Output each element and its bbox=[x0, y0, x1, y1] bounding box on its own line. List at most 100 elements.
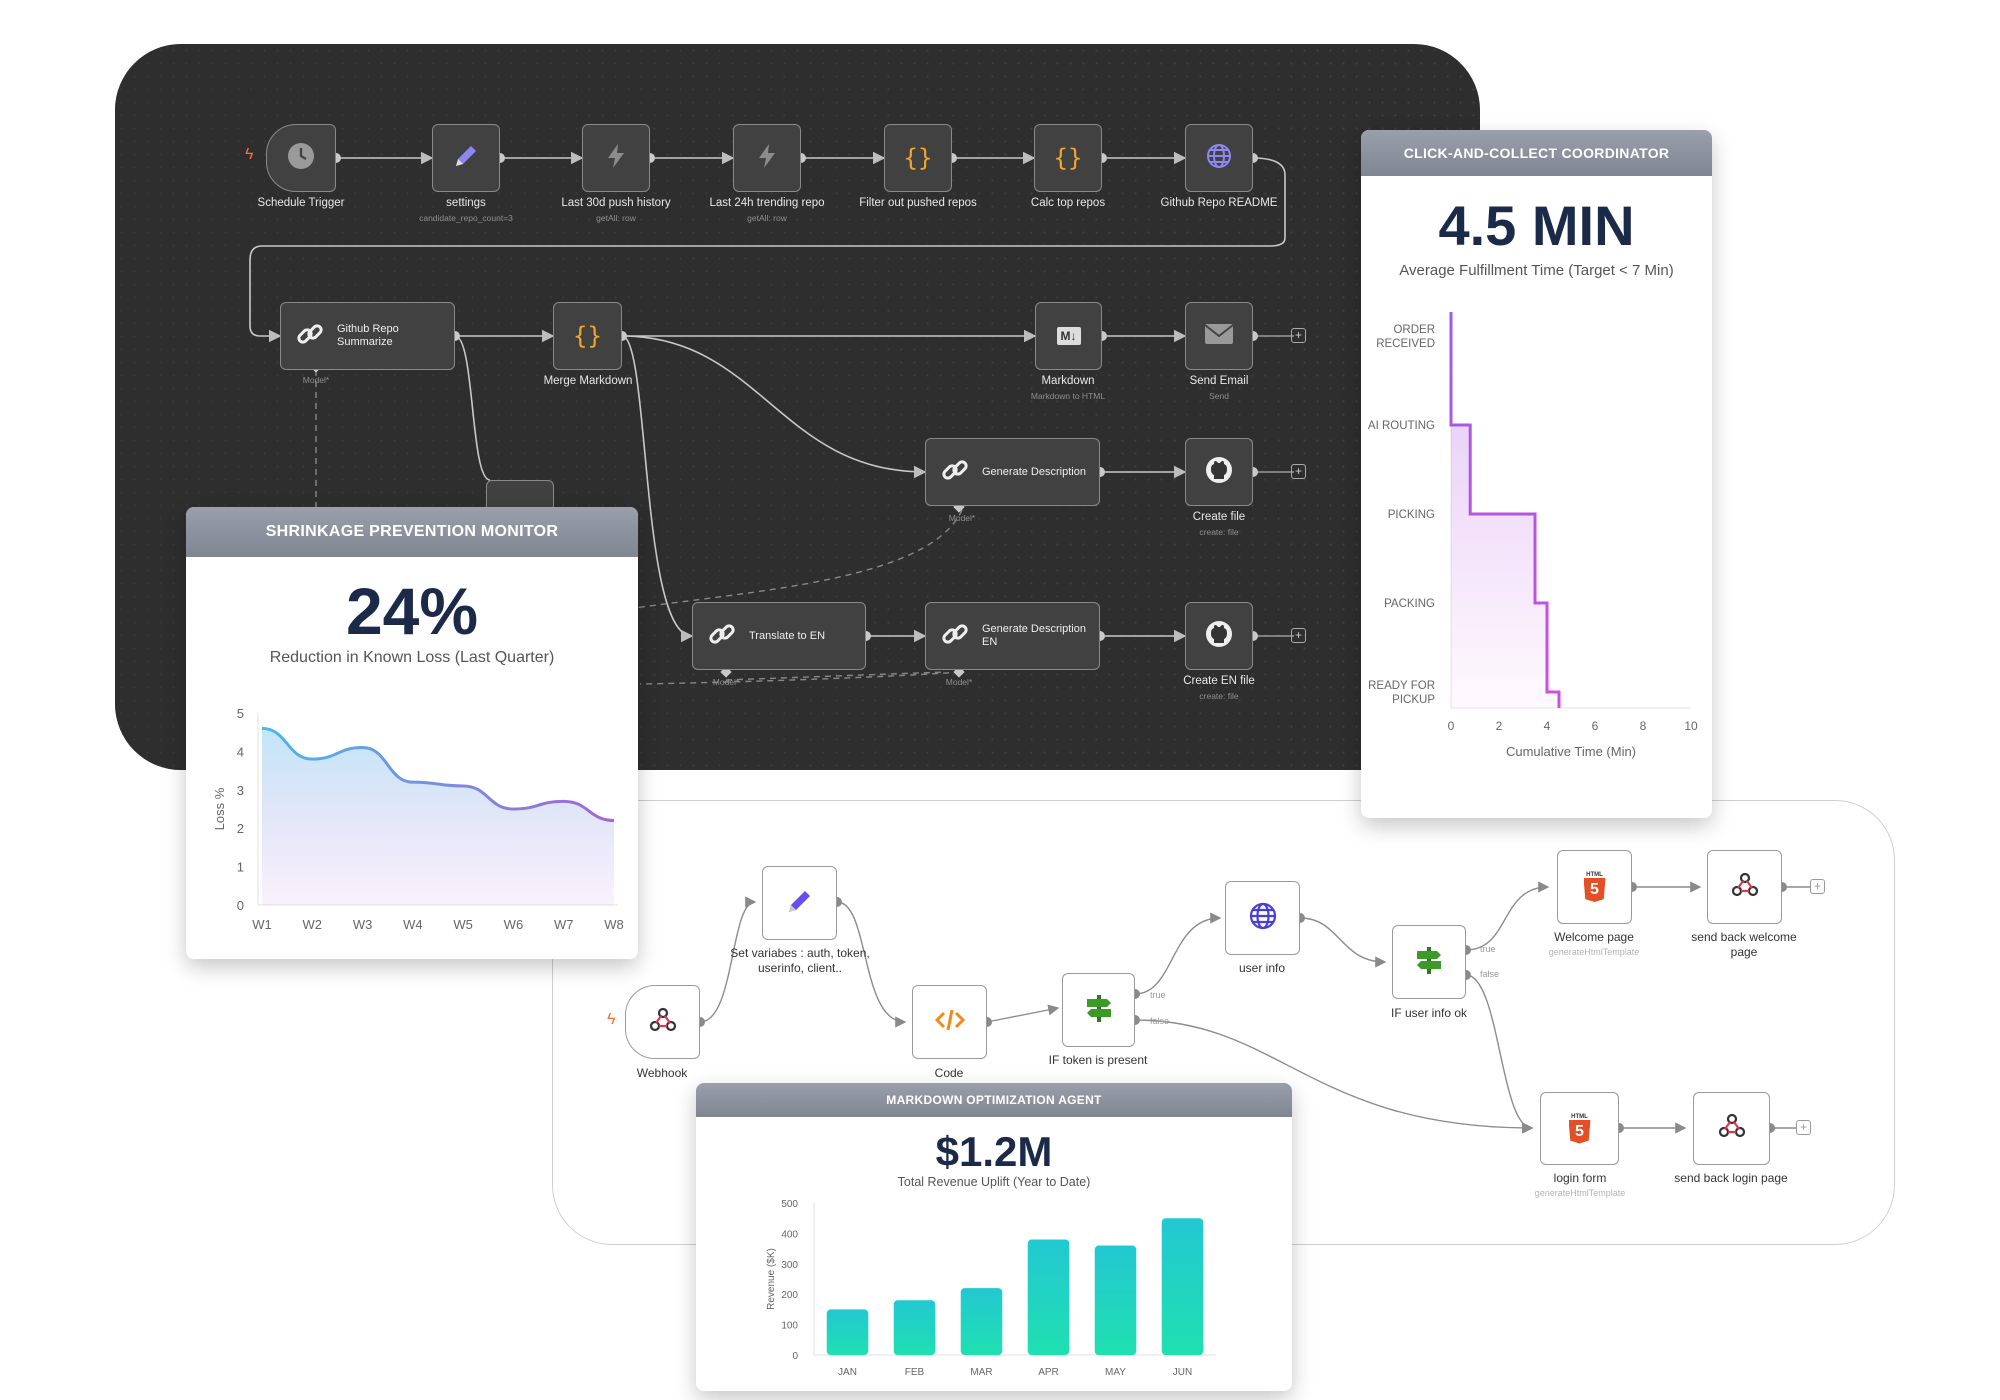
add-node-button[interactable]: + bbox=[1291, 328, 1306, 343]
y-category-label: RECEIVED bbox=[1376, 338, 1435, 350]
node-subtitle: Send bbox=[1209, 391, 1229, 401]
x-tick-label: W1 bbox=[252, 917, 272, 932]
merge-markdown-node[interactable]: {} bbox=[553, 302, 622, 370]
node-label: Set variabes : auth, token, userinfo, cl… bbox=[730, 946, 870, 975]
generate-description-en-node[interactable]: Generate Description EN bbox=[925, 602, 1100, 670]
revenue-bar bbox=[826, 1309, 869, 1355]
translate-to-en-node[interactable]: Translate to EN bbox=[692, 602, 866, 670]
add-node-button[interactable]: + bbox=[1796, 1120, 1811, 1135]
markdown-agent-card: MARKDOWN OPTIMIZATION AGENT $1.2M Total … bbox=[696, 1083, 1292, 1391]
code-node[interactable] bbox=[912, 985, 987, 1059]
globe-icon bbox=[1204, 141, 1234, 176]
welcome-page-node[interactable]: HTML 5 bbox=[1557, 850, 1632, 924]
calc-top-repos-node[interactable]: {} bbox=[1034, 124, 1102, 192]
set-variables-node[interactable] bbox=[762, 866, 837, 940]
x-tick-label: W6 bbox=[504, 917, 524, 932]
node-label: IF token is present bbox=[1048, 1053, 1148, 1067]
add-node-button[interactable]: + bbox=[1291, 628, 1306, 643]
y-tick-label: 3 bbox=[237, 783, 244, 798]
github-icon bbox=[1204, 455, 1234, 490]
y-category-label: PACKING bbox=[1384, 598, 1435, 610]
link-icon bbox=[940, 455, 970, 490]
globe-icon bbox=[1247, 900, 1279, 937]
click-collect-card: CLICK-AND-COLLECT COORDINATOR 4.5 MIN Av… bbox=[1361, 130, 1712, 818]
branch-false-label: false bbox=[1150, 1016, 1170, 1026]
webhook-icon bbox=[647, 1004, 679, 1041]
generate-description-node[interactable]: Generate Description bbox=[925, 438, 1100, 506]
filter-out-pushed-repos-node[interactable]: {} bbox=[884, 124, 952, 192]
create-en-file-node[interactable] bbox=[1185, 602, 1253, 670]
node-label: Markdown bbox=[1041, 375, 1095, 387]
html5-icon: HTML 5 bbox=[1568, 1114, 1591, 1144]
node-label: Create EN file bbox=[1183, 675, 1255, 687]
code-braces-icon: {} bbox=[903, 144, 933, 172]
add-node-button[interactable]: + bbox=[1291, 464, 1306, 479]
branch-false-label: false bbox=[1480, 969, 1500, 979]
card-metric: $1.2M bbox=[935, 1128, 1053, 1175]
y-tick-label: 1 bbox=[237, 860, 244, 875]
y-tick-label: 5 bbox=[237, 706, 244, 721]
fulfillment-step-chart: ORDER RECEIVED AI ROUTING PICKING PACKING REA… bbox=[1368, 312, 1698, 759]
link-icon bbox=[940, 619, 970, 654]
y-tick-label: 2 bbox=[237, 821, 244, 836]
x-tick-label: JAN bbox=[838, 1367, 857, 1378]
webhook-node[interactable] bbox=[625, 985, 700, 1059]
login-form-node[interactable]: HTML 5 bbox=[1540, 1092, 1619, 1165]
area-fill bbox=[262, 728, 614, 905]
card-title: SHRINKAGE PREVENTION MONITOR bbox=[186, 507, 638, 557]
pencil-icon bbox=[784, 885, 816, 922]
markdown-node[interactable]: M↓ bbox=[1035, 302, 1102, 370]
last-24h-trending-repo-node[interactable] bbox=[733, 124, 801, 192]
send-back-welcome-node[interactable] bbox=[1707, 850, 1782, 924]
send-email-node[interactable] bbox=[1185, 302, 1253, 370]
x-tick-label: W5 bbox=[453, 917, 473, 932]
revenue-bar bbox=[1027, 1239, 1070, 1355]
node-subtitle: getAll: row bbox=[596, 213, 636, 223]
card-caption: Average Fulfillment Time (Target < 7 Min… bbox=[1399, 262, 1674, 279]
schedule-trigger-node[interactable] bbox=[266, 124, 336, 192]
code-braces-icon: {} bbox=[1053, 144, 1083, 172]
last-30d-push-history-node[interactable] bbox=[582, 124, 650, 192]
node-subtitle: candidate_repo_count=3 bbox=[419, 213, 513, 223]
branch-true-label: true bbox=[1480, 944, 1496, 954]
x-tick-label: 4 bbox=[1544, 719, 1551, 733]
send-back-login-node[interactable] bbox=[1693, 1092, 1770, 1165]
node-label: Code bbox=[934, 1066, 964, 1080]
node-subtitle: Model* bbox=[712, 677, 740, 687]
markdown-icon: M↓ bbox=[1056, 327, 1081, 345]
y-tick-label: 4 bbox=[237, 744, 244, 759]
node-label: settings bbox=[446, 197, 486, 209]
branch-true-label: true bbox=[1150, 990, 1166, 1000]
create-file-node[interactable] bbox=[1185, 438, 1253, 506]
add-node-button[interactable]: + bbox=[1810, 879, 1825, 894]
card-caption: Reduction in Known Loss (Last Quarter) bbox=[269, 649, 555, 666]
settings-node[interactable] bbox=[432, 124, 500, 192]
pencil-icon bbox=[451, 141, 481, 176]
revenue-bar-chart: 0 100 200 300 400 500 Revenue ($K) JAN FEB MAR APR… bbox=[766, 1199, 1216, 1378]
webhook-icon bbox=[1716, 1110, 1748, 1147]
if-user-info-ok-node[interactable] bbox=[1392, 925, 1466, 999]
github-repo-summarize-node[interactable]: Github Repo Summarize bbox=[280, 302, 455, 370]
x-tick-label: W4 bbox=[403, 917, 423, 932]
y-axis-label: Revenue ($K) bbox=[766, 1248, 777, 1310]
x-tick-label: 6 bbox=[1592, 719, 1599, 733]
if-token-present-node[interactable] bbox=[1062, 973, 1135, 1047]
x-tick-label: JUN bbox=[1173, 1367, 1192, 1378]
node-subtitle: getAll: row bbox=[747, 213, 787, 223]
x-tick-label: W2 bbox=[303, 917, 323, 932]
loss-area-chart: 0 1 2 3 4 5 Loss % W1 W2 W3 W4 W5 W6 W7 W8 bbox=[212, 706, 624, 932]
bolt-icon bbox=[752, 141, 782, 176]
node-label: user info bbox=[1238, 961, 1286, 975]
link-icon bbox=[295, 319, 325, 354]
card-metric: 24% bbox=[345, 574, 479, 648]
node-subtitle: create: file bbox=[1199, 527, 1239, 537]
node-subtitle: Model* bbox=[945, 677, 973, 687]
y-tick-label: 200 bbox=[781, 1290, 798, 1301]
github-repo-readme-node[interactable] bbox=[1185, 124, 1253, 192]
node-subtitle: generateHtmlTemplate bbox=[1534, 1188, 1626, 1198]
x-axis-label: Cumulative Time (Min) bbox=[1506, 744, 1636, 759]
webhook-icon bbox=[1729, 869, 1761, 906]
user-info-node[interactable] bbox=[1225, 881, 1300, 955]
trigger-bolt-icon: ϟ bbox=[607, 1011, 616, 1028]
